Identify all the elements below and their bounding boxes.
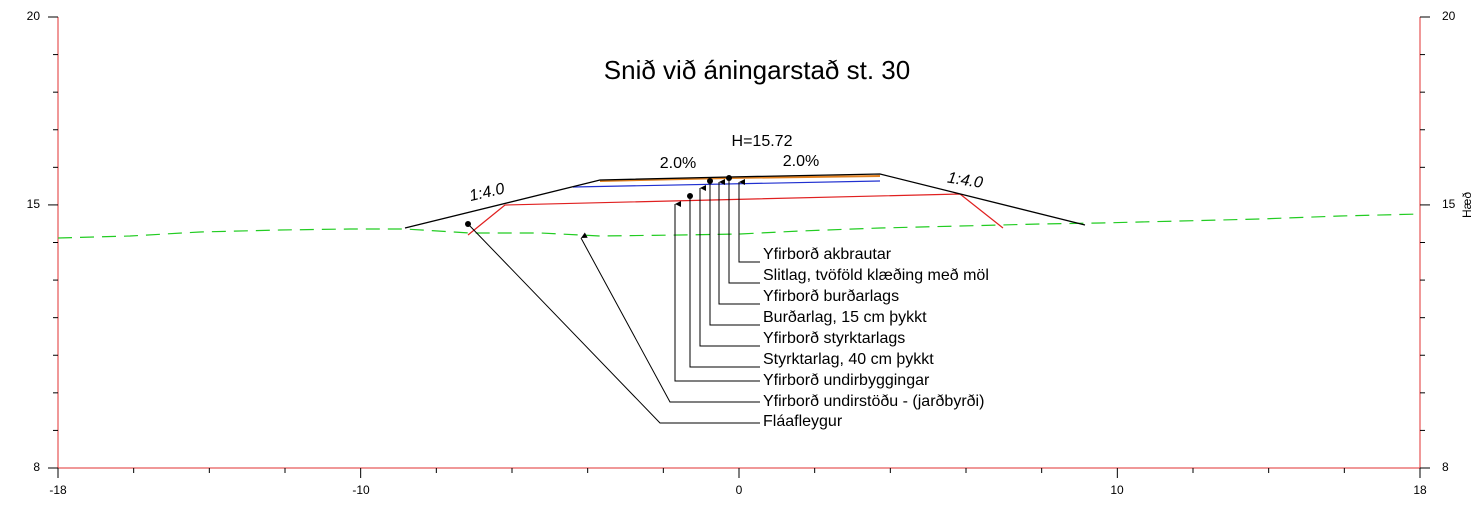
right-axis-label: Hæð xyxy=(1460,192,1474,218)
layer-label: Fláafleygur xyxy=(763,413,843,430)
base-line xyxy=(572,180,881,188)
subgrade-line xyxy=(467,193,1004,236)
layer-label: Yfirborð undirbyggingar xyxy=(763,372,930,389)
title: Snið við áningarstað st. 30 xyxy=(604,55,910,85)
road-profile xyxy=(404,173,1086,229)
bottom-tick-label: -18 xyxy=(49,483,67,497)
bottom-tick-label: 10 xyxy=(1110,483,1124,497)
crossfall-label: 2.0% xyxy=(783,153,819,170)
leader xyxy=(689,196,760,368)
crossfall-label: 2.0% xyxy=(660,155,696,172)
right-tick-label: 20 xyxy=(1442,9,1456,23)
slope-label: 1:4.0 xyxy=(946,170,984,192)
leader xyxy=(467,223,760,424)
leader xyxy=(709,181,760,326)
leader xyxy=(738,179,760,263)
left-tick-label: 15 xyxy=(27,197,41,211)
slope-label: 1:4.0 xyxy=(468,180,507,205)
leader xyxy=(580,232,760,403)
layer-label: Slitlag, tvöföld klæðing með möl xyxy=(763,267,989,284)
leader xyxy=(699,185,760,347)
layer-label: Styrktarlag, 40 cm þykkt xyxy=(763,351,934,368)
leader xyxy=(674,201,760,382)
axes xyxy=(48,16,1430,478)
left-tick-label: 8 xyxy=(33,460,40,474)
layer-label: Yfirborð undirstöðu - (jarðbyrði) xyxy=(763,393,984,410)
leader xyxy=(718,179,760,305)
bottom-tick-label: -10 xyxy=(352,483,370,497)
bottom-tick-label: 0 xyxy=(736,483,743,497)
right-tick-label: 15 xyxy=(1442,197,1456,211)
leader xyxy=(728,178,760,284)
left-tick-label: 20 xyxy=(27,9,41,23)
right-tick-label: 8 xyxy=(1442,460,1449,474)
layer-label: Burðarlag, 15 cm þykkt xyxy=(763,309,927,326)
bottom-tick-label: 18 xyxy=(1413,483,1427,497)
layer-label: Yfirborð styrktarlags xyxy=(763,330,905,347)
ground-line xyxy=(57,213,1421,239)
elevation-label: H=15.72 xyxy=(732,133,793,150)
layer-label: Yfirborð akbrautar xyxy=(763,246,892,263)
layer-label: Yfirborð burðarlags xyxy=(763,288,899,305)
